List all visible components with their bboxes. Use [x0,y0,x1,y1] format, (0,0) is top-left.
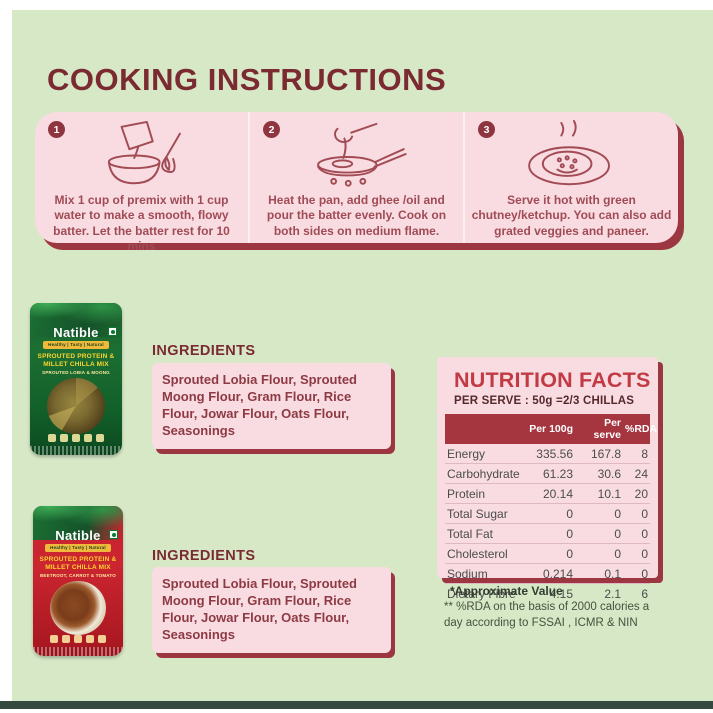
column-header: Per serve [575,414,623,444]
row-value: 335.56 [523,444,575,464]
row-value: 30.6 [575,463,623,484]
rda-basis-note: ** %RDA on the basis of 2000 calories a … [444,601,650,629]
row-label: Protein [445,483,523,504]
row-value: 4.15 [549,586,573,601]
nutrition-facts-panel: NUTRITION FACTS PER SERVE : 50g =2/3 CHI… [437,357,658,601]
product-photo [47,378,105,435]
row-value: 0 [623,563,650,584]
row-value: 0 [523,543,575,564]
per-serve-line: PER SERVE : 50g =2/3 CHILLAS [454,395,635,407]
product-name-sub: SPROUTED LOBIA & MOONG [42,370,110,376]
row-value: 0 [523,523,575,544]
nutrition-table: Per 100g Per serve %RDA Energy 335.56 16… [445,414,657,604]
table-row: Cholesterol 0 0 0 [445,543,650,564]
bottom-section-divider [0,701,713,709]
row-value: 8 [623,444,650,464]
ingredients-heading-green: INGREDIENTS [152,343,256,359]
serving-plate-icon [465,120,678,192]
veg-mark-icon [108,327,117,336]
nutrition-title: NUTRITION FACTS [454,368,651,392]
row-value: 10.1 [575,483,623,504]
ingredients-box-green: Sprouted Lobia Flour, Sprouted Moong Flo… [152,363,391,449]
table-row: Total Fat 0 0 0 [445,523,650,544]
step-text: Serve it hot with green chutney/ketchup.… [471,193,672,238]
row-label: Sodium [445,563,523,584]
certification-icons [50,635,106,643]
ingredients-box-red: Sprouted Lobia Flour, Sprouted Moong Flo… [152,567,391,653]
pouch-crimp-edge [33,647,123,656]
table-row: Total Sugar 0 0 0 [445,503,650,524]
cooking-step-3: 3 Serve it hot with green chutney/ketchu… [463,112,678,243]
pan-ladle-icon [250,120,463,192]
certification-icons [48,434,104,442]
tagline-strip: Healthy | Tasty | Natural [45,544,111,552]
row-value: 0 [623,523,650,544]
row-label: Energy [445,444,523,464]
page-title: COOKING INSTRUCTIONS [47,62,447,97]
table-row: Energy 335.56 167.8 8 [445,444,650,464]
product-pouch-red: Natible Healthy | Tasty | Natural SPROUT… [33,506,123,656]
table-row: Carbohydrate 61.23 30.6 24 [445,463,650,484]
table-row: Protein 20.14 10.1 20 [445,483,650,504]
product-pouch-green: Natible Healthy | Tasty | Natural SPROUT… [30,303,122,455]
row-value: 20 [623,483,650,504]
pouch-crimp-edge [30,446,122,455]
row-value: 20.14 [523,483,575,504]
table-row: Dietary Fibre 4.15 2.1 6 [445,584,650,604]
row-label: Total Fat [445,523,523,544]
row-value: 6 [641,586,648,601]
leaf-artwork [30,303,122,337]
row-value: 0 [575,503,623,524]
row-label: Cholesterol [445,543,523,564]
bowl-whisk-icon [35,120,248,192]
brand-logo: Natible [53,325,99,340]
row-value: 0 [575,523,623,544]
table-row: Sodium 0.214 0.1 0 [445,563,650,584]
cooking-steps-panel: 1 Mix 1 cup of premix with 1 cup water t… [35,112,678,253]
row-value: 0.214 [523,563,575,584]
cooking-step-1: 1 Mix 1 cup of premix with 1 cup water t… [35,112,248,253]
cooking-step-2: 2 Heat the pan, add ghee /oil and pour t… [248,112,463,243]
row-value: 24 [623,463,650,484]
row-label: Dietary Fibre [447,586,516,601]
step-text: Heat the pan, add ghee /oil and pour the… [266,193,447,238]
row-value: 0 [623,503,650,524]
row-label: Carbohydrate [445,463,523,484]
row-value: 0 [623,543,650,564]
row-value: 167.8 [575,444,623,464]
column-header: Per 100g [523,414,575,444]
step-number-badge: 1 [48,121,65,138]
step-text: Mix 1 cup of premix with 1 cup water to … [53,193,230,254]
column-header: %RDA [623,414,657,444]
product-name-sub: BEETROOT, CARROT & TOMATO [39,573,116,579]
row-value: 0 [575,543,623,564]
tagline-strip: Healthy | Tasty | Natural [43,341,109,349]
step-number-badge: 3 [478,121,495,138]
product-name: SPROUTED PROTEIN & MILLET CHILLA MIX [39,556,117,572]
header-empty-cell [445,414,523,444]
veg-mark-icon [109,530,118,539]
row-value: 2.1 [604,586,621,601]
ingredients-heading-red: INGREDIENTS [152,548,256,564]
product-photo [50,581,106,636]
nutrition-header-row: Per 100g Per serve %RDA [445,414,657,444]
approximate-value-note: *Approximate Value [450,584,563,598]
product-name: SPROUTED PROTEIN & MILLET CHILLA MIX [37,353,115,369]
row-label: Total Sugar [445,503,523,524]
step-number-badge: 2 [263,121,280,138]
row-value: 0.1 [575,563,623,584]
leaf-artwork [33,506,123,540]
row-value: 61.23 [523,463,575,484]
row-value: 0 [523,503,575,524]
brand-logo: Natible [55,528,101,543]
